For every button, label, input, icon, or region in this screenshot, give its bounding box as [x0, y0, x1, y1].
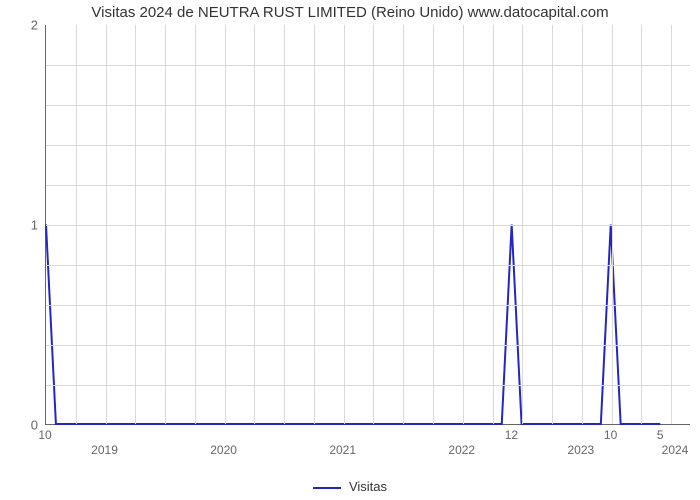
v-gridline — [493, 25, 494, 424]
x-year-label: 2021 — [329, 443, 356, 457]
chart-title: Visitas 2024 de NEUTRA RUST LIMITED (Rei… — [0, 4, 700, 21]
x-year-label: 2024 — [662, 443, 689, 457]
v-gridline — [165, 25, 166, 424]
legend-label: Visitas — [349, 479, 387, 494]
y-tick-label: 2 — [0, 18, 38, 33]
v-gridline — [373, 25, 374, 424]
h-gridline — [46, 145, 690, 146]
v-gridline — [225, 25, 226, 424]
legend-swatch — [313, 487, 341, 489]
h-gridline — [46, 225, 690, 226]
v-gridline — [254, 25, 255, 424]
v-gridline — [284, 25, 285, 424]
v-gridline — [76, 25, 77, 424]
peak-value-label: 5 — [657, 428, 664, 442]
x-year-label: 2023 — [567, 443, 594, 457]
v-gridline — [641, 25, 642, 424]
h-gridline — [46, 385, 690, 386]
v-gridline — [195, 25, 196, 424]
h-gridline — [46, 65, 690, 66]
peak-value-label: 10 — [38, 428, 51, 442]
x-year-label: 2020 — [210, 443, 237, 457]
v-gridline — [433, 25, 434, 424]
y-tick-label: 1 — [0, 218, 38, 233]
h-gridline — [46, 265, 690, 266]
peak-value-label: 10 — [604, 428, 617, 442]
x-year-label: 2022 — [448, 443, 475, 457]
v-gridline — [463, 25, 464, 424]
legend: Visitas — [0, 479, 700, 494]
v-gridline — [403, 25, 404, 424]
h-gridline — [46, 305, 690, 306]
h-gridline — [46, 185, 690, 186]
v-gridline — [344, 25, 345, 424]
v-gridline — [582, 25, 583, 424]
h-gridline — [46, 105, 690, 106]
x-year-label: 2019 — [91, 443, 118, 457]
v-gridline — [612, 25, 613, 424]
y-tick-label: 0 — [0, 418, 38, 433]
chart-container: Visitas 2024 de NEUTRA RUST LIMITED (Rei… — [0, 0, 700, 500]
peak-value-label: 12 — [505, 428, 518, 442]
v-gridline — [671, 25, 672, 424]
v-gridline — [106, 25, 107, 424]
v-gridline — [135, 25, 136, 424]
h-gridline — [46, 345, 690, 346]
v-gridline — [552, 25, 553, 424]
v-gridline — [522, 25, 523, 424]
plot-area — [45, 25, 690, 425]
v-gridline — [314, 25, 315, 424]
